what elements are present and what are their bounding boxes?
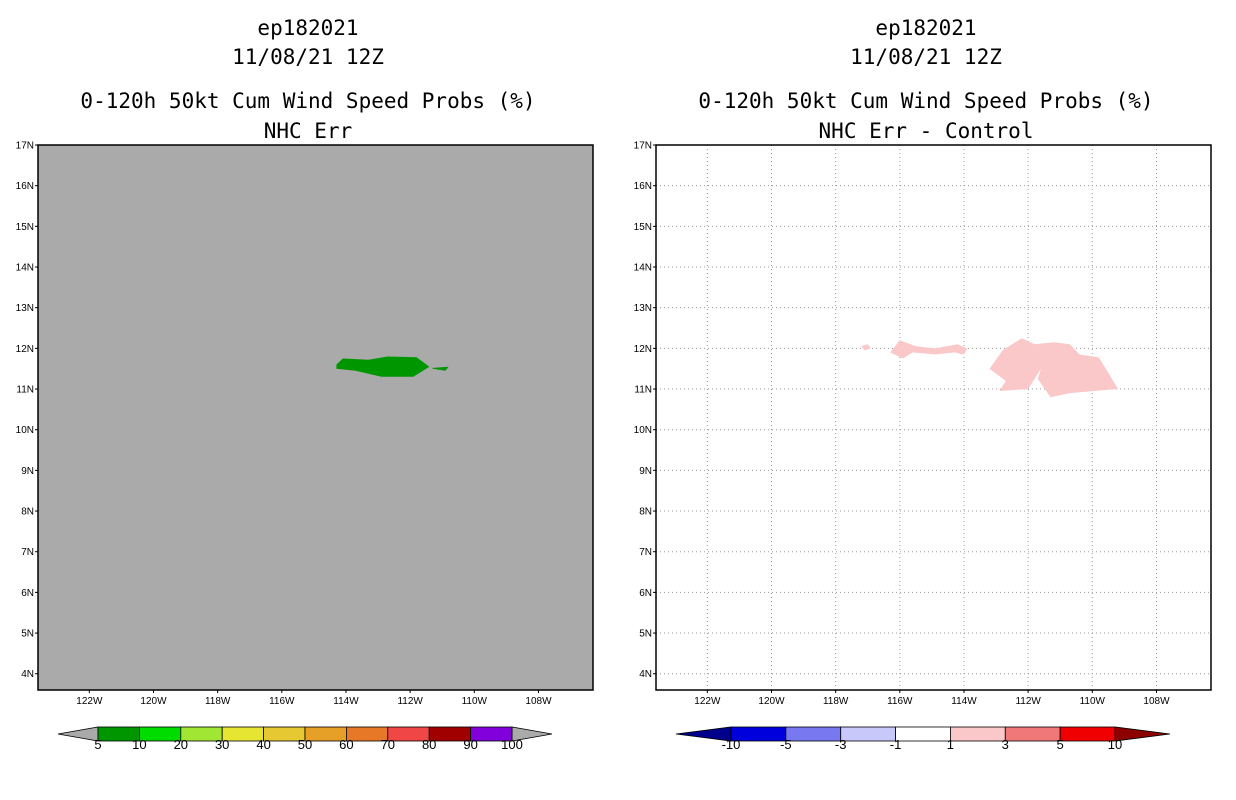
left-region-1 xyxy=(336,356,430,377)
right-colorbar-label: 5 xyxy=(1057,737,1064,752)
left-x-tick-label: 114W xyxy=(333,696,359,707)
left-colorbar-label: 50 xyxy=(298,737,312,752)
left-title-date: 11/08/21 12Z xyxy=(232,45,384,69)
right-y-tick-label: 10N xyxy=(634,425,652,436)
right-title-date: 11/08/21 12Z xyxy=(850,45,1002,69)
left-x-tick-label: 118W xyxy=(205,696,231,707)
left-plot-background xyxy=(38,145,593,690)
right-y-tick-label: 6N xyxy=(639,588,652,599)
left-y-tick-label: 17N xyxy=(16,141,34,152)
left-colorbar-label: 90 xyxy=(463,737,477,752)
left-y-tick-label: 13N xyxy=(16,303,34,314)
left-x-tick-label: 110W xyxy=(462,696,488,707)
right-y-tick-label: 12N xyxy=(634,344,652,355)
right-x-tick-label: 112W xyxy=(1015,696,1041,707)
right-plot-frame xyxy=(655,144,1212,691)
left-y-tick-label: 6N xyxy=(21,588,34,599)
left-x-tick-label: 112W xyxy=(397,696,423,707)
right-y-tick-label: 5N xyxy=(639,629,652,640)
left-y-tick-label: 5N xyxy=(21,629,34,640)
right-x-tick-label: 108W xyxy=(1143,696,1170,707)
left-y-tick-label: 15N xyxy=(16,222,34,233)
right-plot-background xyxy=(656,145,1211,690)
left-region-2 xyxy=(432,366,449,371)
left-y-tick-label: 8N xyxy=(21,507,34,518)
left-colorbar-low-arrow xyxy=(57,726,99,742)
right-colorbar-label: -1 xyxy=(890,737,902,752)
left-x-tick-label: 122W xyxy=(76,696,103,707)
left-x-tick-label: 116W xyxy=(269,696,295,707)
right-colorbar-swatch xyxy=(895,726,951,742)
right-x-tick-label: 116W xyxy=(887,696,913,707)
left-colorbar-label: 40 xyxy=(256,737,270,752)
right-title-subtitle: NHC Err - Control xyxy=(818,119,1034,143)
left-colorbar-label: 5 xyxy=(94,737,101,752)
right-y-tick-label: 14N xyxy=(634,263,652,274)
left-y-tick-label: 16N xyxy=(16,181,34,192)
left-colorbar-label: 20 xyxy=(174,737,188,752)
right-y-tick-label: 4N xyxy=(639,669,652,680)
left-colorbar-label: 30 xyxy=(215,737,229,752)
right-region-1 xyxy=(861,344,871,351)
left-y-tick-label: 12N xyxy=(16,344,34,355)
left-title-subtitle: NHC Err xyxy=(263,119,353,143)
right-y-tick-label: 8N xyxy=(639,507,652,518)
left-colorbar-label: 80 xyxy=(422,737,436,752)
right-title-product: 0-120h 50kt Cum Wind Speed Probs (%) xyxy=(698,89,1154,113)
right-y-tick-label: 11N xyxy=(634,385,652,396)
right-y-tick-label: 9N xyxy=(639,466,652,477)
left-y-tick-label: 7N xyxy=(21,547,34,558)
right-x-tick-label: 120W xyxy=(758,696,785,707)
right-x-tick-label: 110W xyxy=(1080,696,1106,707)
left-colorbar-swatch xyxy=(470,726,513,742)
right-y-tick-label: 7N xyxy=(639,547,652,558)
right-x-tick-label: 118W xyxy=(823,696,849,707)
left-plot-frame xyxy=(37,144,594,691)
right-x-tick-label: 114W xyxy=(951,696,977,707)
right-colorbar-label: 3 xyxy=(1002,737,1009,752)
left-y-tick-label: 9N xyxy=(21,466,34,477)
left-title-product: 0-120h 50kt Cum Wind Speed Probs (%) xyxy=(80,89,536,113)
left-x-tick-label: 120W xyxy=(140,696,167,707)
right-colorbar-label: -5 xyxy=(780,737,792,752)
right-region-3 xyxy=(989,338,1118,398)
left-colorbar-label: 10 xyxy=(132,737,146,752)
right-y-tick-label: 16N xyxy=(634,181,652,192)
right-colorbar-label: -3 xyxy=(835,737,847,752)
right-x-tick-label: 122W xyxy=(694,696,721,707)
left-y-tick-label: 14N xyxy=(16,263,34,274)
left-x-tick-label: 108W xyxy=(525,696,552,707)
right-colorbar-label: 10 xyxy=(1108,737,1122,752)
left-colorbar-label: 100 xyxy=(501,737,523,752)
right-title-storm: ep182021 xyxy=(875,16,977,40)
right-colorbar-high-arrow xyxy=(1114,726,1171,742)
right-y-tick-label: 17N xyxy=(634,141,652,152)
right-colorbar-swatch xyxy=(785,726,842,742)
right-y-tick-label: 13N xyxy=(634,303,652,314)
right-y-tick-label: 15N xyxy=(634,222,652,233)
left-y-tick-label: 4N xyxy=(21,669,34,680)
left-colorbar-label: 60 xyxy=(339,737,353,752)
right-colorbar-swatch xyxy=(840,726,896,742)
left-y-tick-label: 11N xyxy=(16,385,34,396)
right-colorbar-swatch xyxy=(1004,726,1061,742)
left-colorbar-label: 70 xyxy=(381,737,395,752)
left-y-tick-label: 10N xyxy=(16,425,34,436)
right-colorbar-swatch xyxy=(1059,726,1116,742)
left-title-storm: ep182021 xyxy=(257,16,359,40)
right-colorbar-label: 1 xyxy=(947,737,954,752)
right-region-2 xyxy=(890,340,968,359)
right-colorbar-label: -10 xyxy=(722,737,741,752)
right-colorbar-swatch xyxy=(950,726,1006,742)
